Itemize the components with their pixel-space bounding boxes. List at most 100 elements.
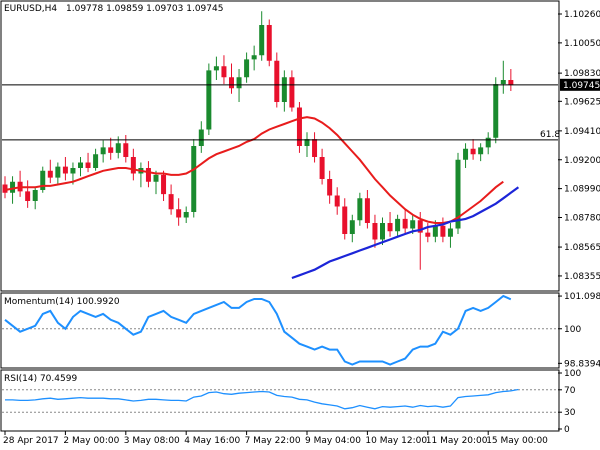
candle-body — [251, 55, 257, 60]
price-tick-label: 1.10260 — [564, 10, 600, 20]
rsi-panel-frame — [0, 369, 560, 432]
candle-body — [229, 77, 234, 89]
fib-level-label: 61.8 — [540, 130, 560, 140]
sma-slow-line — [291, 186, 520, 280]
candle — [55, 162, 61, 185]
candle-body — [130, 157, 136, 174]
candle-body — [500, 80, 506, 85]
candle-body — [327, 179, 333, 196]
candle — [440, 217, 446, 243]
candle-body — [274, 60, 280, 102]
candle — [327, 170, 333, 204]
candle — [508, 69, 514, 91]
candle-body — [281, 77, 287, 102]
candle-body — [304, 139, 310, 146]
symbol-title: EURUSD,H4 — [4, 4, 57, 14]
price-tick-label: 1.10050 — [564, 39, 600, 49]
candle — [304, 132, 310, 157]
candle — [47, 159, 53, 184]
candle — [289, 70, 295, 112]
candle-body — [47, 170, 53, 178]
candle — [387, 212, 393, 237]
candle — [25, 180, 31, 208]
candle-body — [425, 232, 431, 237]
candle-body — [508, 80, 514, 85]
candle-body — [410, 220, 416, 229]
candle-body — [485, 137, 491, 148]
candle-body — [206, 70, 212, 130]
candle — [183, 206, 189, 223]
candle-body — [153, 174, 159, 182]
candle — [251, 45, 257, 71]
candle — [153, 170, 159, 195]
price-panel-frame — [0, 0, 560, 292]
candle-body — [10, 181, 16, 193]
candle-body — [100, 147, 106, 155]
candle-body — [221, 66, 227, 78]
candle — [417, 212, 423, 270]
candle — [236, 69, 242, 102]
candle — [334, 187, 340, 215]
candle-body — [55, 166, 61, 178]
candle-body — [236, 77, 242, 89]
candle-body — [40, 170, 46, 190]
candle-body — [342, 206, 348, 234]
candle-body — [440, 225, 446, 237]
momentum-line — [4, 294, 512, 366]
candle-body — [213, 66, 219, 71]
candle — [296, 102, 302, 153]
price-tick-label: 1.08355 — [564, 272, 600, 282]
candle — [108, 137, 114, 160]
current-price-label: 1.09745 — [563, 81, 600, 91]
candle-body — [2, 184, 8, 193]
candle-body — [364, 198, 370, 223]
time-tick-label: 2 May 00:00 — [63, 436, 119, 446]
time-tick-label: 11 May 20:00 — [426, 436, 488, 446]
candle-body — [183, 212, 189, 218]
candle — [40, 166, 46, 193]
candle — [455, 152, 461, 234]
candle — [93, 148, 99, 171]
candle — [191, 139, 197, 218]
candle-body — [387, 223, 393, 232]
candle — [485, 132, 491, 155]
candle — [342, 198, 348, 240]
candle — [32, 187, 38, 210]
candle — [274, 52, 280, 108]
candle-body — [266, 25, 272, 61]
rsi-panel: 100 70 30 0 RSI(14) 70.4599 — [0, 369, 581, 435]
candle-body — [108, 147, 114, 153]
candle-body — [259, 25, 265, 56]
candle-body — [244, 59, 250, 78]
candle-body — [455, 159, 461, 229]
candle — [357, 192, 363, 226]
time-axis: 28 Apr 2017 2 May 00:00 3 May 08:00 4 May 1… — [3, 431, 548, 446]
candle-body — [493, 84, 499, 138]
rsi-tick-label: 0 — [564, 425, 570, 435]
candle-body — [432, 225, 438, 237]
candle-body — [93, 154, 99, 168]
rsi-tick-label: 30 — [564, 408, 576, 418]
candle-body — [78, 162, 83, 168]
price-panel: 61.8 1.10260 1.10050 1.09830 1.09625 1.09410… — [0, 0, 600, 292]
time-tick-label: 9 May 04:00 — [305, 436, 361, 446]
time-tick-label: 10 May 12:00 — [365, 436, 427, 446]
candle-body — [145, 168, 151, 182]
candle — [85, 152, 91, 173]
rsi-line — [5, 388, 519, 410]
candle-body — [161, 174, 167, 195]
price-tick-label: 1.09625 — [564, 97, 600, 107]
candle-body — [417, 220, 423, 233]
candle-body — [25, 191, 31, 201]
candle — [463, 143, 469, 168]
price-tick-label: 1.08565 — [564, 243, 600, 253]
candle — [402, 209, 408, 234]
candle — [130, 148, 136, 181]
candle — [372, 214, 378, 248]
candle — [493, 77, 499, 144]
candle — [2, 176, 8, 199]
candle-body — [395, 218, 401, 232]
candle-body — [168, 194, 174, 210]
time-tick-label: 4 May 16:00 — [184, 436, 240, 446]
